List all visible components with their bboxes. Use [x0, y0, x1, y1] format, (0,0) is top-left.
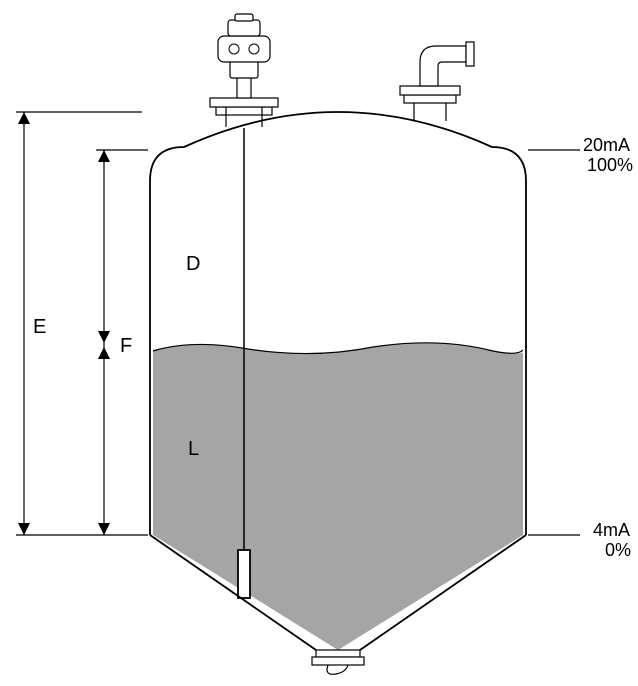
- label-top-pct: 100%: [587, 155, 633, 176]
- sensor-knob-right: [249, 44, 259, 54]
- probe-weight: [238, 550, 250, 598]
- sensor-neck: [237, 76, 251, 98]
- label-F: F: [120, 335, 132, 358]
- sensor-body: [230, 60, 258, 78]
- label-top-ma: 20mA: [583, 135, 630, 156]
- label-E: E: [33, 316, 46, 339]
- liquid-fill: [148, 343, 528, 660]
- label-bot-pct: 0%: [605, 540, 631, 561]
- right-flange-top: [400, 86, 460, 95]
- label-D: D: [186, 253, 200, 276]
- label-bot-ma: 4mA: [593, 520, 630, 541]
- sensor-top-cap: [228, 20, 260, 36]
- bottom-flange-lower: [312, 657, 364, 665]
- sensor-mount-flange: [210, 98, 278, 107]
- right-elbow-pipe: [420, 46, 466, 86]
- right-flange: [404, 95, 456, 103]
- sensor-cap-top: [235, 14, 253, 21]
- right-elbow-end-flange: [466, 42, 474, 66]
- sensor-display-housing: [218, 36, 270, 62]
- vessel-top: [150, 112, 526, 181]
- label-L: L: [188, 438, 199, 461]
- left-flange: [216, 107, 272, 115]
- bottom-flange-upper: [316, 650, 360, 657]
- bottom-drain: [327, 665, 348, 674]
- sensor-knob-left: [229, 44, 239, 54]
- level-sensor-diagram: [0, 0, 638, 686]
